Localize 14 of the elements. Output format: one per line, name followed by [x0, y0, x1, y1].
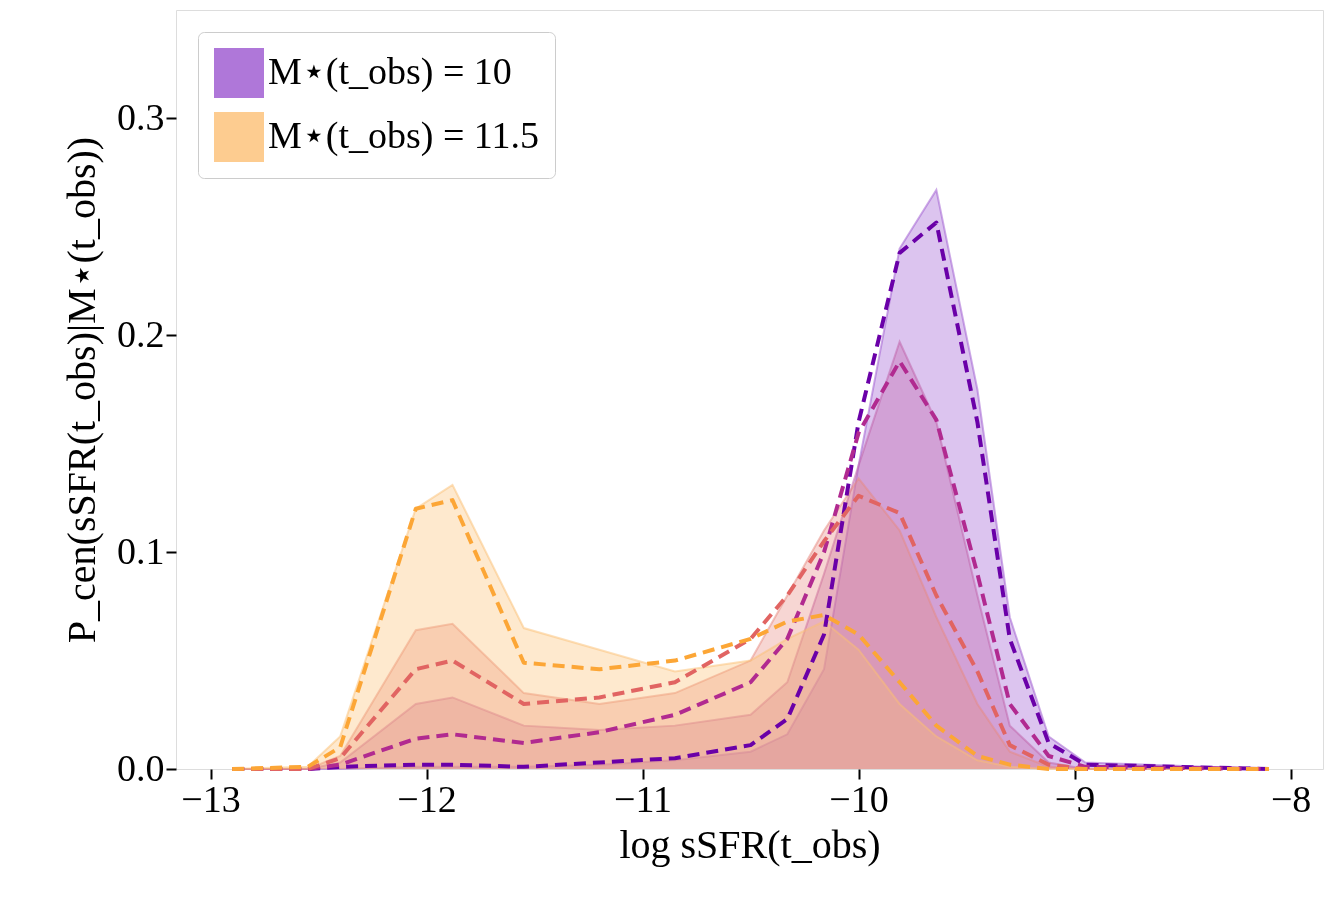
x-tick-label: −8: [1270, 777, 1312, 820]
y-tick-label: 0.0: [117, 746, 165, 789]
x-tick-label: −13: [181, 777, 241, 820]
x-tick-label: −12: [397, 777, 457, 820]
legend-label: M⋆(t_obs) = 11.5: [268, 114, 539, 157]
x-tick-label: −10: [829, 777, 889, 820]
x-tick-label: −11: [614, 777, 673, 820]
y-tick-label: 0.3: [117, 95, 165, 138]
x-tick-label: −9: [1054, 777, 1096, 820]
x-axis-title: log sSFR(t_obs): [619, 821, 881, 867]
legend-label: M⋆(t_obs) = 10: [268, 50, 512, 93]
y-axis-title: P_cen(sSFR(t_obs)|M⋆(t_obs)): [59, 136, 104, 644]
y-tick-label: 0.2: [117, 312, 165, 355]
y-tick-label: 0.1: [117, 529, 165, 572]
